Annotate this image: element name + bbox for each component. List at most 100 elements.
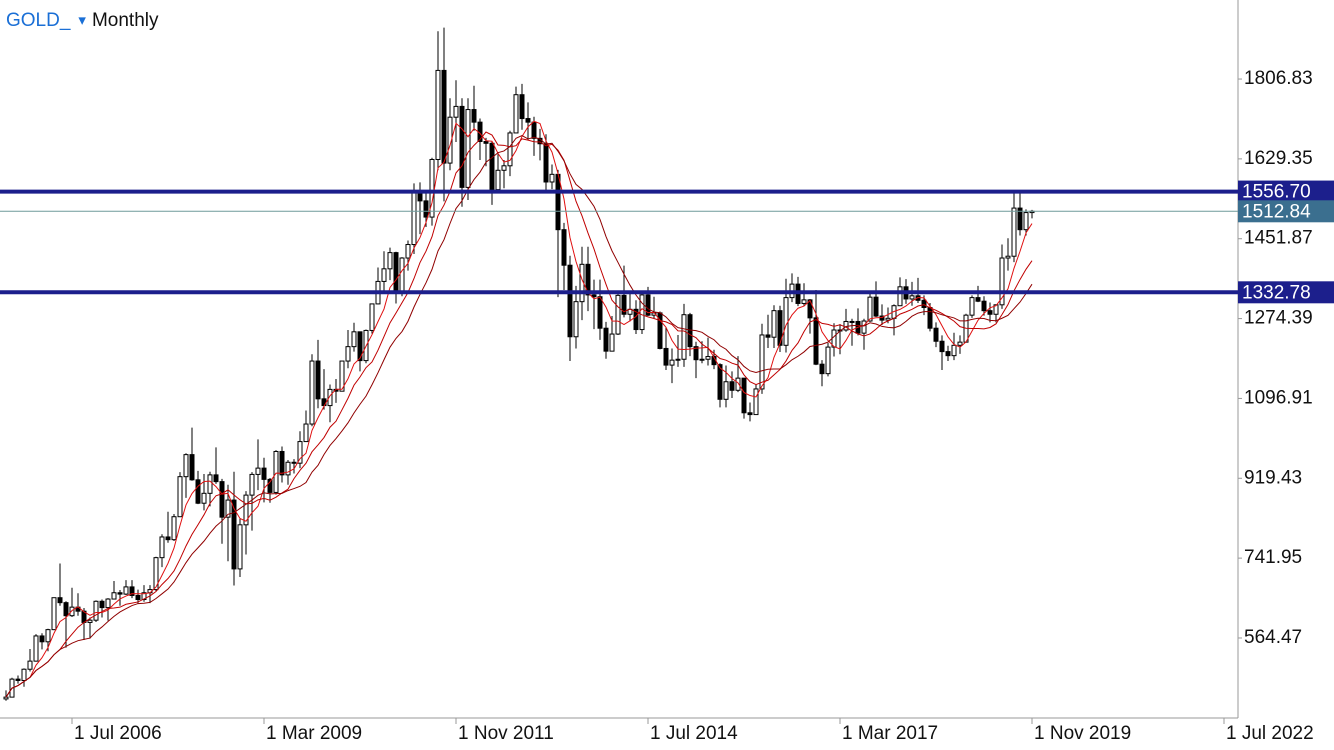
candle-body — [279, 450, 285, 476]
candle-body — [33, 635, 39, 662]
candle-body — [357, 331, 363, 362]
candle-body — [771, 310, 777, 338]
candle-body — [501, 165, 507, 171]
y-tick-label: 1806.83 — [1244, 68, 1313, 89]
candle-body — [153, 557, 159, 591]
candle-body — [471, 109, 477, 123]
x-tick-label: 1 Nov 2019 — [1034, 723, 1131, 744]
candle-body — [231, 499, 237, 570]
candle-body — [51, 597, 57, 631]
candle-body — [663, 347, 669, 366]
candle-body — [897, 286, 903, 307]
candle-body — [633, 308, 639, 331]
candle-body — [615, 294, 621, 335]
candle-body — [843, 320, 849, 331]
candle-body — [945, 351, 951, 357]
candle-body — [411, 191, 417, 246]
candle-body — [183, 454, 189, 478]
candle-body — [585, 263, 591, 296]
candle-body — [303, 423, 309, 443]
candle-body — [609, 333, 615, 352]
candle-body — [459, 105, 465, 188]
candle-body — [675, 358, 681, 361]
candle-body — [747, 412, 753, 416]
timeframe[interactable]: Monthly — [92, 10, 159, 31]
current-price-box — [1238, 200, 1334, 223]
overlay: 1556.70 1332.78 1512.84 — [0, 180, 1334, 304]
candle-body — [861, 320, 867, 334]
candle-body — [405, 244, 411, 259]
level-label-box — [1238, 180, 1334, 203]
candle-body — [639, 294, 645, 331]
candle-body — [447, 116, 453, 164]
candle-body — [531, 121, 537, 139]
candle-body — [825, 346, 831, 375]
candle-body — [369, 303, 375, 331]
candle-body — [519, 94, 525, 120]
candle-body — [783, 297, 789, 346]
candle-body — [513, 94, 519, 134]
candle-body — [999, 257, 1005, 306]
candle-body — [1011, 207, 1017, 257]
candle-body — [873, 296, 879, 317]
candle-body — [981, 300, 987, 312]
candle-body — [165, 536, 171, 541]
candle-body — [525, 118, 531, 123]
candle-body — [315, 360, 321, 400]
title[interactable]: GOLD_ ▾ Monthly — [6, 10, 159, 31]
candle-body — [249, 473, 255, 496]
candle-body — [699, 358, 705, 361]
candle-body — [195, 479, 201, 504]
candle-body — [399, 257, 405, 294]
y-tick-label: 919.43 — [1244, 467, 1302, 488]
candle-body — [285, 461, 291, 476]
candle-body — [759, 334, 765, 390]
y-tick-label: 1629.35 — [1244, 148, 1313, 169]
candle-body — [483, 140, 489, 144]
candle-body — [813, 317, 819, 365]
candle-body — [753, 388, 759, 416]
candle-body — [993, 304, 999, 315]
candle-body — [93, 600, 99, 621]
candle-body — [987, 310, 993, 315]
candle-body — [393, 252, 399, 294]
y-tick-label: 564.47 — [1244, 627, 1302, 648]
moving-average — [5, 134, 1033, 698]
candle-body — [123, 586, 129, 595]
candle-body — [669, 359, 675, 366]
candle-body — [261, 467, 267, 480]
moving-average — [5, 131, 1033, 698]
candle-body — [105, 598, 111, 609]
candle-body — [207, 474, 213, 494]
candle-body — [159, 536, 165, 559]
x-tick-label: 1 Jul 2006 — [74, 723, 162, 744]
candle-body — [309, 360, 315, 425]
candle-body — [543, 143, 549, 183]
candle-body — [489, 142, 495, 191]
candle-body — [909, 295, 915, 300]
y-tick-label: 741.95 — [1244, 547, 1302, 568]
candle-body — [63, 602, 69, 617]
candle-body — [351, 331, 357, 348]
level-label: 1332.78 — [1242, 282, 1311, 303]
candle-body — [921, 299, 927, 309]
candle-body — [423, 200, 429, 218]
candle-body — [549, 173, 555, 183]
symbol[interactable]: GOLD_ — [6, 10, 71, 31]
x-tick-label: 1 Jul 2022 — [1226, 723, 1314, 744]
x-tick-label: 1 Nov 2011 — [458, 723, 554, 744]
candle-body — [273, 450, 279, 493]
level-label-box — [1238, 281, 1334, 304]
candle-body — [237, 524, 243, 570]
candle-body — [939, 340, 945, 353]
candle-body — [735, 377, 741, 391]
candle-body — [27, 660, 33, 670]
candle-body — [1023, 212, 1029, 231]
candle-body — [597, 296, 603, 329]
candle-body — [969, 297, 975, 316]
dropdown-icon[interactable]: ▾ — [78, 12, 86, 29]
y-tick-label: 1274.39 — [1244, 308, 1313, 329]
candle-body — [45, 629, 51, 643]
candle-body — [741, 377, 747, 414]
